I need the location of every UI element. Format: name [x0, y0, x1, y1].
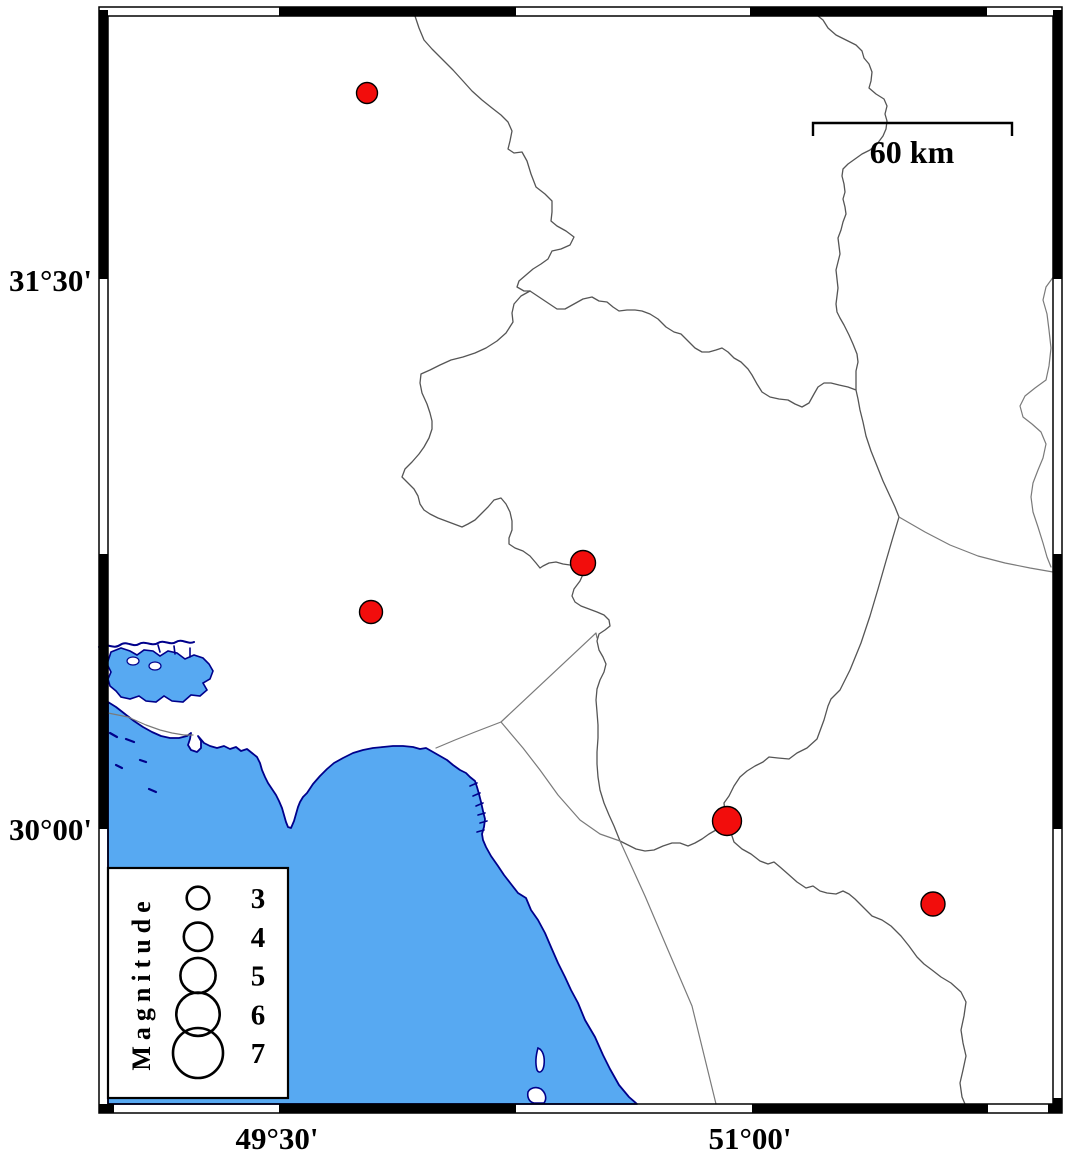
- boundary-lines: [107, 15, 1055, 1105]
- axis-labels: 31°30' 30°00' 49°30' 51°00': [9, 263, 792, 1154]
- scale-bar-label: 60 km: [870, 134, 955, 170]
- magnitude-legend: Magnitude 3 4 5 6 7: [106, 866, 290, 1100]
- legend-magnitude-label: 6: [251, 999, 266, 1031]
- legend-magnitude-label: 5: [251, 961, 266, 993]
- islands: [526, 1046, 547, 1104]
- legend-size-circle: [171, 1026, 225, 1080]
- legend-size-circle: [175, 991, 222, 1038]
- epicenter-marker: [711, 805, 743, 837]
- lat-label-31-30: 31°30': [9, 263, 92, 298]
- islet-dashes: [108, 731, 158, 794]
- lon-label-51-00: 51°00': [708, 1121, 791, 1154]
- legend-rows: 3 4 5 6 7: [171, 883, 266, 1080]
- legend-magnitude-label: 4: [251, 922, 266, 954]
- legend-magnitude-label: 3: [251, 883, 266, 915]
- scale-bar: 60 km: [811, 121, 1014, 170]
- epicenter-marker: [358, 599, 384, 625]
- marsh-area: [98, 639, 214, 703]
- lat-label-30-00: 30°00': [9, 812, 92, 847]
- epicenter-marker: [569, 549, 597, 577]
- epicenter-marker: [355, 81, 379, 105]
- legend-size-circle: [185, 885, 211, 911]
- epicenter-marker: [920, 891, 946, 917]
- jetty-ticks: [469, 782, 488, 833]
- epicenter-layer: [355, 81, 946, 917]
- legend-title: Magnitude: [127, 895, 156, 1070]
- lon-label-49-30: 49°30': [235, 1121, 318, 1154]
- legend-size-circle: [182, 921, 214, 953]
- legend-magnitude-label: 7: [251, 1038, 266, 1070]
- map-frame: [98, 6, 1063, 1114]
